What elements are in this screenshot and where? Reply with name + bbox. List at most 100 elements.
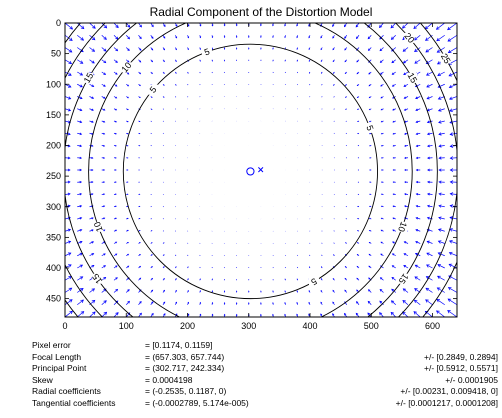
distortion-vector	[150, 108, 153, 110]
distortion-vector	[113, 71, 118, 75]
distortion-vector	[308, 59, 311, 62]
distortion-vector	[321, 254, 323, 256]
distortion-vector	[89, 83, 95, 87]
result-label: Pixel error	[32, 340, 71, 350]
distortion-vector	[427, 156, 433, 160]
distortion-vector	[437, 264, 445, 269]
distortion-vector	[449, 180, 457, 184]
x-tick-label: 300	[241, 321, 256, 331]
distortion-vector	[174, 301, 178, 305]
distortion-vector	[65, 240, 72, 244]
distortion-vector	[162, 289, 165, 293]
distortion-vector	[65, 83, 72, 88]
distortion-vector	[438, 156, 445, 160]
result-value: = (-0.0002789, 5.174e-005)	[145, 397, 249, 408]
distortion-vector	[174, 47, 177, 51]
distortion-vector	[344, 23, 348, 28]
result-uncertainty: +/- [0.00231, 0.009418, 0]	[400, 386, 498, 397]
distortion-vector	[174, 71, 177, 74]
distortion-vector	[404, 205, 409, 208]
distortion-vector	[380, 181, 384, 183]
distortion-vector	[77, 204, 83, 208]
distortion-vector	[138, 301, 142, 305]
distortion-vector	[309, 266, 311, 269]
distortion-vector	[308, 47, 311, 51]
distortion-vector	[77, 108, 83, 112]
contour-line	[65, 23, 438, 317]
distortion-vector	[138, 132, 141, 135]
distortion-vector	[356, 265, 360, 269]
distortion-vector	[138, 59, 142, 63]
result-value: = (657.303, 657.744)	[145, 351, 225, 362]
distortion-vector	[356, 59, 360, 63]
distortion-vector	[436, 310, 445, 317]
contour-line	[122, 43, 378, 300]
distortion-vector	[211, 35, 214, 39]
distortion-vector	[369, 145, 372, 147]
distortion-vector	[65, 252, 72, 257]
distortion-vector	[89, 59, 95, 64]
distortion-vector	[321, 84, 323, 86]
distortion-vector	[101, 265, 106, 269]
distortion-vector	[320, 71, 323, 74]
result-uncertainty: +/- [0.5912, 0.5571]	[424, 363, 498, 374]
distortion-vector	[356, 254, 360, 257]
distortion-vector	[126, 145, 129, 147]
distortion-vector	[392, 132, 396, 135]
distortion-vector	[77, 34, 85, 41]
distortion-vector	[390, 311, 396, 317]
calibration-results: Pixel error = [0.1174, 0.1159] Focal Lengt…	[32, 340, 498, 410]
distortion-vector	[174, 254, 177, 256]
distortion-vector	[449, 108, 457, 112]
distortion-vector	[438, 120, 445, 124]
center-markers	[246, 167, 264, 176]
distortion-vector	[447, 34, 457, 42]
distortion-vector	[162, 47, 166, 51]
distortion-vector	[113, 120, 117, 123]
distortion-vector	[77, 299, 84, 306]
distortion-vector	[379, 300, 384, 305]
distortion-vector	[235, 35, 238, 39]
distortion-vector	[403, 83, 409, 87]
distortion-vector	[345, 120, 347, 122]
distortion-vector	[260, 35, 262, 39]
principal-point-marker	[246, 167, 255, 176]
distortion-vector	[138, 277, 142, 281]
distortion-vector	[126, 193, 129, 195]
distortion-vector	[403, 96, 409, 99]
distortion-vector	[89, 288, 96, 293]
contour-label-bg	[201, 46, 212, 57]
distortion-vector	[436, 34, 445, 42]
distortion-vector	[101, 96, 106, 99]
distortion-vector	[391, 253, 396, 257]
distortion-vector	[138, 96, 141, 98]
distortion-vector	[426, 264, 433, 269]
contour-label: 5	[203, 46, 211, 57]
distortion-vector	[448, 263, 457, 269]
result-label: Focal Length	[32, 351, 82, 362]
distortion-vector	[437, 252, 445, 257]
distortion-vector	[162, 84, 165, 86]
distortion-vector	[449, 156, 457, 160]
distortion-vector	[113, 47, 119, 52]
distortion-vector	[174, 84, 177, 86]
distortion-vector	[187, 96, 189, 98]
distortion-vector	[379, 59, 384, 63]
distortion-vector	[65, 156, 71, 160]
contour-label-bg	[398, 273, 409, 284]
distortion-vector	[260, 290, 262, 293]
distortion-vector	[320, 289, 323, 293]
distortion-vector	[449, 240, 457, 244]
distortion-vector	[113, 59, 118, 63]
distortion-vector	[414, 276, 421, 281]
distortion-vector	[187, 84, 189, 86]
distortion-vector	[333, 254, 335, 256]
distortion-vector	[272, 290, 274, 293]
distortion-vector	[391, 277, 396, 281]
distortion-vector	[321, 242, 323, 244]
distortion-vector	[437, 275, 445, 281]
distortion-vector	[113, 205, 117, 208]
result-uncertainty: +/- [0.0001217, 0.0001208]	[395, 397, 498, 408]
distortion-vector	[449, 168, 457, 172]
distortion-vector	[65, 71, 72, 76]
